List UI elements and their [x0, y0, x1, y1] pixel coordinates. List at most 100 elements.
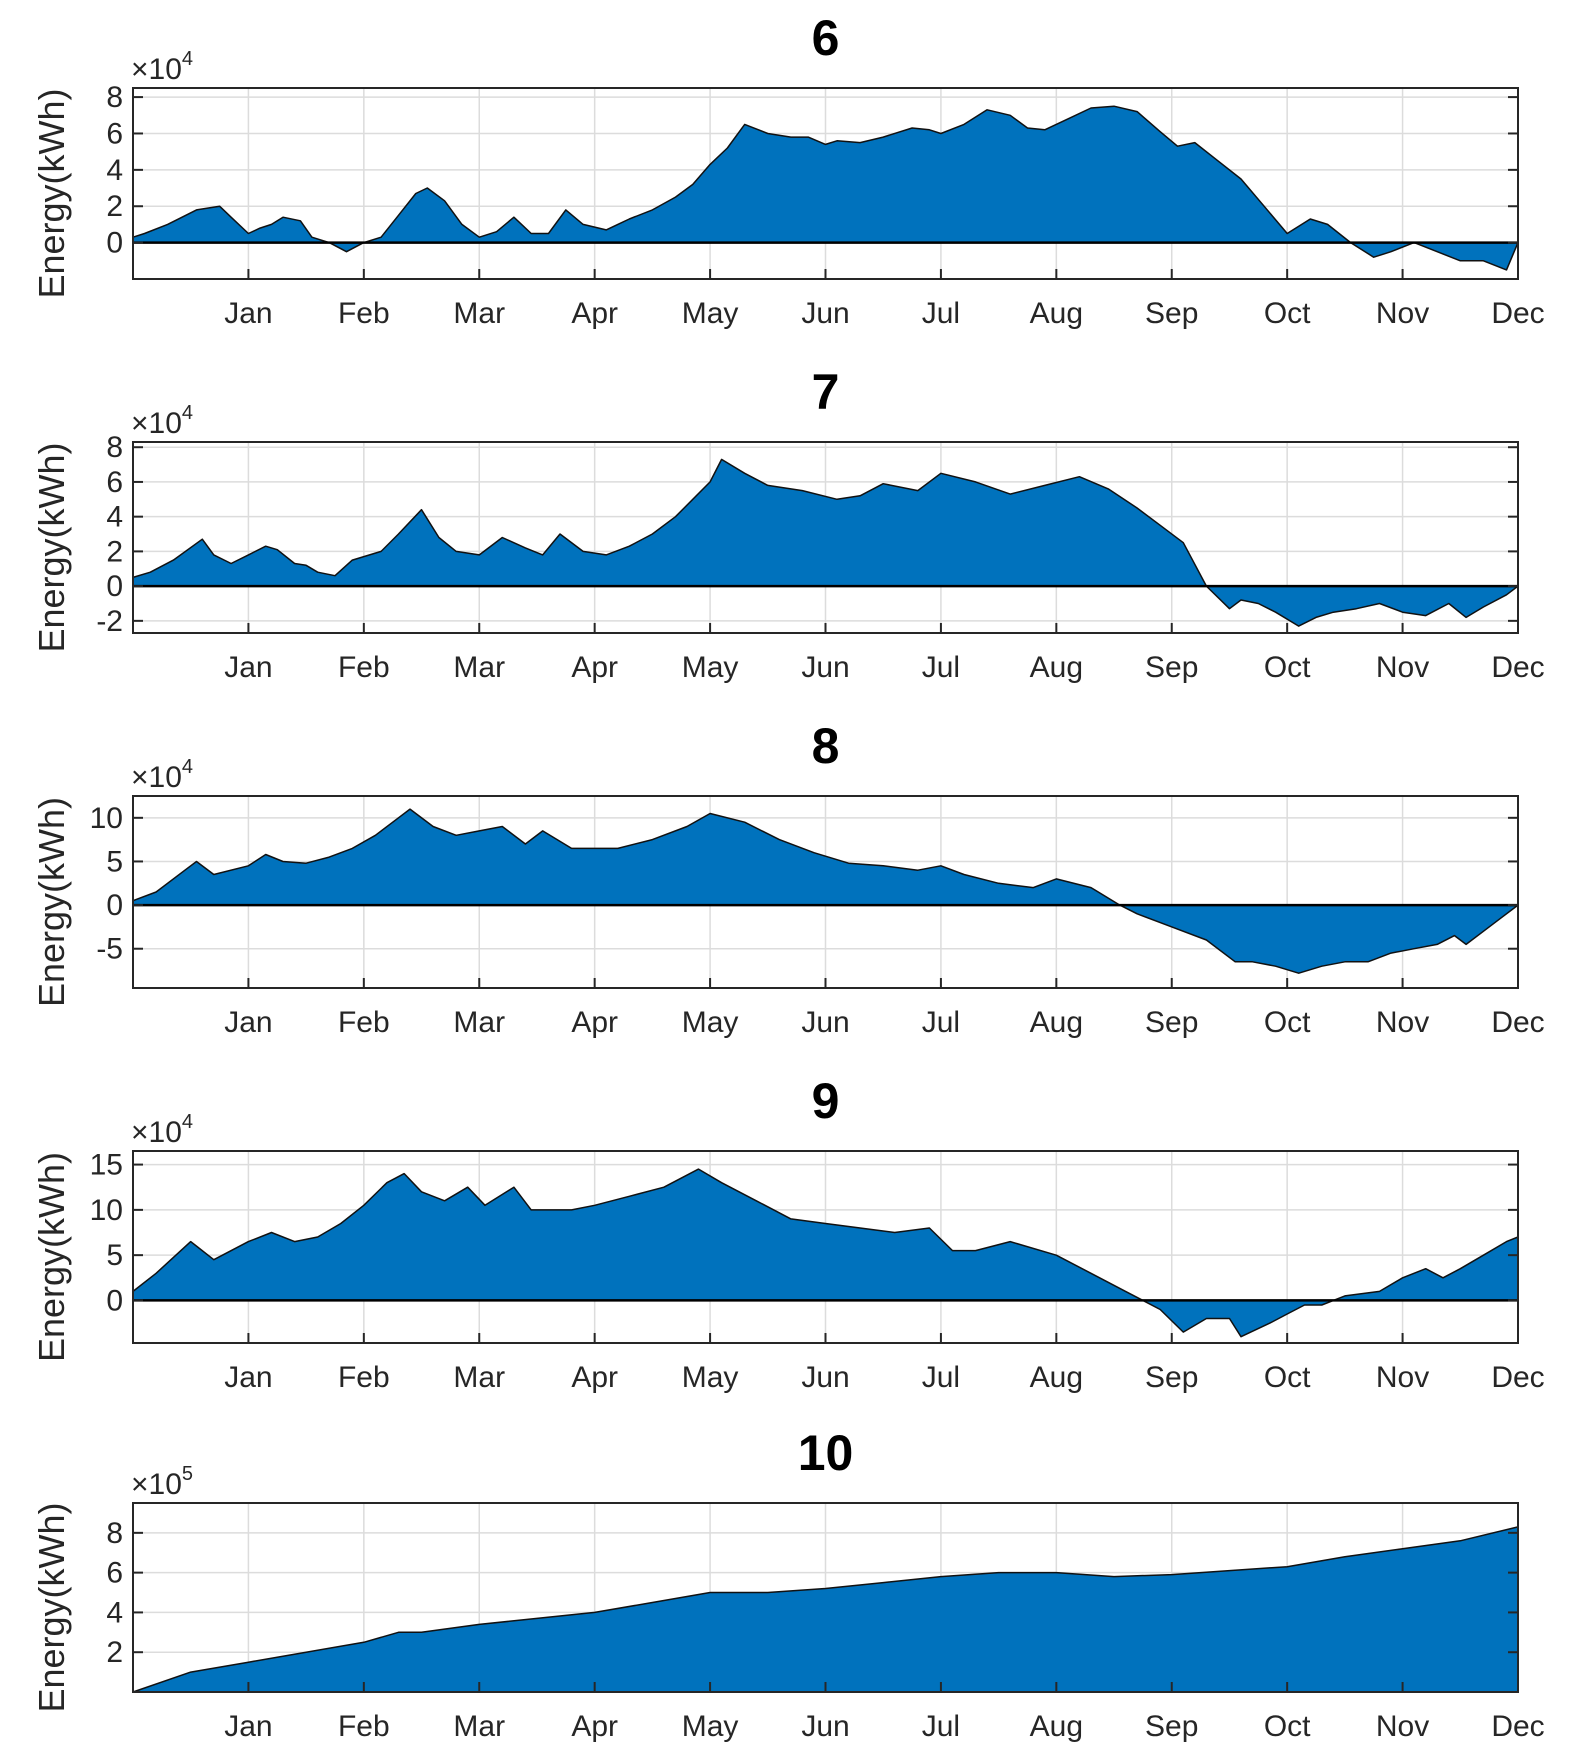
y-tick-label: 6: [106, 117, 123, 150]
y-tick-label: 4: [106, 154, 123, 187]
x-tick-label: Jun: [801, 1710, 849, 1743]
energy-area-series: [132, 458, 1519, 627]
x-tick-label: Dec: [1491, 297, 1544, 330]
y-tick-label: 10: [90, 1194, 123, 1227]
energy-area-series: [132, 1526, 1519, 1693]
panel-title: 7: [812, 364, 840, 420]
chart-panel-8: -5 0 5 10 Jan Feb Mar Apr May Jun Jul Aug Sep Oct Nov D…: [31, 718, 1545, 1039]
x-tick-label: Nov: [1376, 1361, 1429, 1394]
axis-multiplier: ×104: [131, 756, 193, 794]
energy-area-series: [132, 808, 1519, 974]
chart-panel-9: 0 5 10 15 Jan Feb Mar Apr May Jun Jul Aug Sep Oct Nov D…: [31, 1073, 1545, 1394]
x-tick-label: Sep: [1145, 651, 1198, 684]
y-tick-label: 2: [106, 190, 123, 223]
energy-area-series: [132, 105, 1519, 271]
axis-multiplier-exponent: 4: [182, 1111, 193, 1133]
x-tick-label: Apr: [571, 1361, 618, 1394]
y-axis-label: Energy(kWh): [31, 442, 72, 652]
x-tick-label: Aug: [1030, 651, 1083, 684]
y-axis-label: Energy(kWh): [31, 1152, 72, 1362]
x-tick-label: Mar: [453, 1361, 505, 1394]
x-tick-label: Jul: [922, 297, 960, 330]
x-tick-label: Feb: [338, 651, 390, 684]
axis-multiplier: ×104: [131, 48, 193, 86]
x-tick-label: Jun: [801, 297, 849, 330]
y-tick-label: 5: [106, 845, 123, 878]
x-tick-label: Sep: [1145, 297, 1198, 330]
x-tick-label: Jul: [922, 1361, 960, 1394]
axis-multiplier: ×105: [131, 1463, 193, 1501]
axis-multiplier: ×104: [131, 402, 193, 440]
panel-title: 10: [798, 1425, 854, 1481]
x-tick-label: Dec: [1491, 1361, 1544, 1394]
x-tick-label: Nov: [1376, 1006, 1429, 1039]
x-tick-label: Feb: [338, 1361, 390, 1394]
x-tick-label: Mar: [453, 297, 505, 330]
y-tick-label: 15: [90, 1149, 123, 1182]
x-tick-label: Oct: [1264, 297, 1311, 330]
y-tick-label: 0: [106, 227, 123, 260]
y-tick-label: 4: [106, 501, 123, 534]
x-tick-label: Jun: [801, 651, 849, 684]
x-tick-label: Mar: [453, 651, 505, 684]
x-tick-label: May: [682, 651, 739, 684]
x-tick-label: May: [682, 1361, 739, 1394]
y-axis-label: Energy(kWh): [31, 1502, 72, 1712]
x-tick-label: May: [682, 1710, 739, 1743]
x-tick-label: Sep: [1145, 1710, 1198, 1743]
y-tick-label: 10: [90, 802, 123, 835]
x-tick-label: Jul: [922, 1006, 960, 1039]
panel-title: 6: [812, 10, 840, 66]
x-tick-label: Feb: [338, 1006, 390, 1039]
axis-multiplier-exponent: 4: [182, 402, 193, 424]
x-tick-label: Nov: [1376, 1710, 1429, 1743]
x-tick-label: Jan: [224, 1710, 272, 1743]
x-tick-label: Nov: [1376, 297, 1429, 330]
y-tick-label: 5: [106, 1239, 123, 1272]
y-tick-label: 6: [106, 1557, 123, 1590]
x-tick-label: Jan: [224, 651, 272, 684]
x-tick-label: Jul: [922, 651, 960, 684]
x-tick-label: Nov: [1376, 651, 1429, 684]
y-tick-label: 2: [106, 1636, 123, 1669]
x-tick-label: Jan: [224, 297, 272, 330]
y-tick-label: 4: [106, 1596, 123, 1629]
x-tick-label: Dec: [1491, 1710, 1544, 1743]
x-tick-label: Mar: [453, 1710, 505, 1743]
x-tick-label: May: [682, 1006, 739, 1039]
x-tick-label: Aug: [1030, 1710, 1083, 1743]
x-tick-label: Oct: [1264, 651, 1311, 684]
x-tick-label: Oct: [1264, 1361, 1311, 1394]
x-tick-label: Sep: [1145, 1361, 1198, 1394]
x-tick-label: Jan: [224, 1006, 272, 1039]
axis-multiplier-exponent: 4: [182, 756, 193, 778]
x-tick-label: Jun: [801, 1006, 849, 1039]
x-tick-label: Apr: [571, 1710, 618, 1743]
x-tick-label: Jul: [922, 1710, 960, 1743]
y-tick-label: -2: [96, 605, 123, 638]
x-tick-label: Apr: [571, 651, 618, 684]
y-tick-label: -5: [96, 933, 123, 966]
y-tick-label: 0: [106, 889, 123, 922]
chart-panel-10: 2 4 6 8 Jan Feb Mar Apr May Jun Jul Aug Sep Oct Nov Dec…: [31, 1425, 1545, 1743]
x-tick-label: Feb: [338, 297, 390, 330]
energy-area-series: [132, 1168, 1519, 1338]
axis-multiplier-exponent: 4: [182, 48, 193, 70]
x-tick-label: Mar: [453, 1006, 505, 1039]
axis-multiplier: ×104: [131, 1111, 193, 1149]
x-tick-label: Oct: [1264, 1710, 1311, 1743]
y-axis-label: Energy(kWh): [31, 797, 72, 1007]
y-tick-label: 2: [106, 535, 123, 568]
y-axis-label: Energy(kWh): [31, 88, 72, 298]
x-tick-label: Dec: [1491, 1006, 1544, 1039]
panel-title: 9: [812, 1073, 840, 1129]
x-tick-label: Aug: [1030, 297, 1083, 330]
y-tick-label: 0: [106, 570, 123, 603]
y-tick-label: 8: [106, 81, 123, 114]
x-tick-label: Sep: [1145, 1006, 1198, 1039]
x-tick-label: Aug: [1030, 1006, 1083, 1039]
x-tick-label: Apr: [571, 1006, 618, 1039]
